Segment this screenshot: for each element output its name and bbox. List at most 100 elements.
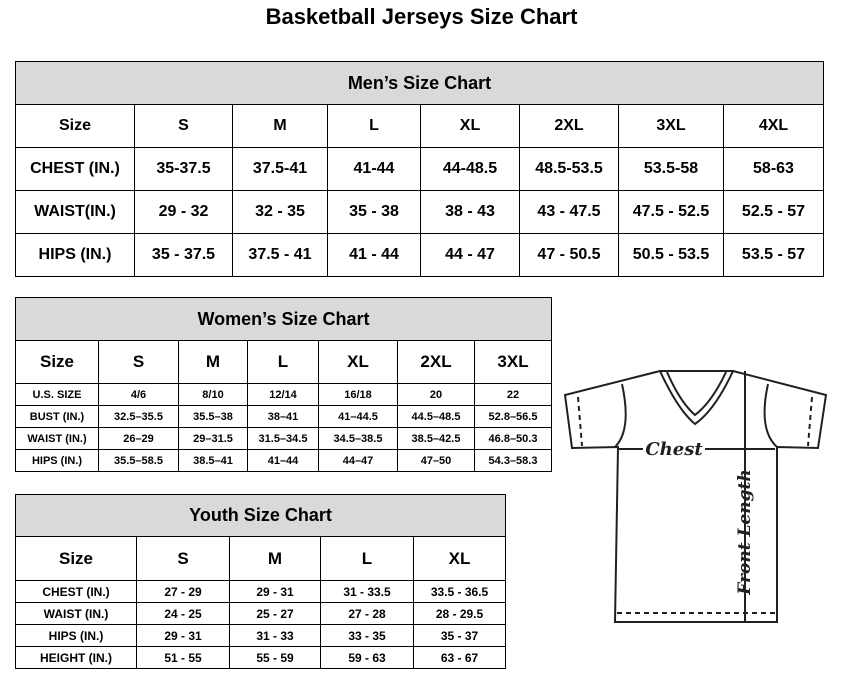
table-cell: 53.5 - 57 — [723, 233, 824, 277]
table-cell: 32.5–35.5 — [98, 405, 179, 428]
table-cell: 35 - 37 — [412, 624, 507, 647]
table-cell: S — [98, 340, 179, 384]
table-cell: 38 - 43 — [420, 190, 520, 234]
youth-caption: Youth Size Chart — [14, 494, 507, 537]
table-cell: 2XL — [519, 104, 619, 148]
table-cell: 43 - 47.5 — [519, 190, 619, 234]
row-label: U.S. SIZE — [15, 383, 99, 406]
row-label: HEIGHT (IN.) — [15, 646, 137, 669]
row-label: WAIST (IN.) — [15, 602, 137, 625]
table-cell: 31 - 33.5 — [320, 580, 414, 603]
womens-caption: Women’s Size Chart — [14, 297, 553, 341]
page-title: Basketball Jerseys Size Chart — [265, 4, 578, 29]
table-cell: 32 - 35 — [232, 190, 328, 234]
table-cell: 33 - 35 — [320, 624, 414, 647]
table-row: HIPS (IN.) 35.5–58.5 38.5–41 41–44 44–47 47–5… — [15, 449, 553, 472]
table-row: HIPS (IN.) 35 - 37.5 37.5 - 41 41 - 44 44 - … — [15, 233, 824, 277]
table-cell: 38.5–41 — [178, 449, 248, 472]
header-row: Size S M L XL — [15, 536, 507, 581]
row-label: CHEST (IN.) — [15, 147, 135, 191]
table-cell: 4/6 — [98, 383, 179, 406]
row-label: CHEST (IN.) — [15, 580, 137, 603]
table-cell: 35 - 37.5 — [134, 233, 233, 277]
table-cell: 28 - 29.5 — [412, 602, 507, 625]
table-cell: XL — [318, 340, 398, 384]
table-cell: 41–44.5 — [318, 405, 398, 428]
table-cell: 41 - 44 — [327, 233, 421, 277]
table-cell: 35 - 38 — [327, 190, 421, 234]
table-cell: 63 - 67 — [412, 646, 507, 669]
table-cell: 37.5 - 41 — [232, 233, 328, 277]
header-row: Size S M L XL 2XL 3XL — [15, 340, 553, 384]
table-cell: M — [178, 340, 248, 384]
table-cell: 38.5–42.5 — [397, 427, 475, 450]
table-cell: 46.8–50.3 — [473, 427, 553, 450]
table-cell: 44.5–48.5 — [397, 405, 475, 428]
table-cell: 25 - 27 — [229, 602, 321, 625]
table-cell: 58-63 — [723, 147, 824, 191]
table-cell: L — [320, 536, 414, 581]
table-cell: 44 - 47 — [420, 233, 520, 277]
youth-size-table: Youth Size Chart Size S M L XL CHEST (IN.) 27 … — [14, 494, 507, 669]
table-cell: 35.5–58.5 — [98, 449, 179, 472]
chest-label: Chest — [645, 439, 703, 460]
table-cell: 50.5 - 53.5 — [618, 233, 724, 277]
table-cell: S — [134, 104, 233, 148]
table-row: CHEST (IN.) 27 - 29 29 - 31 31 - 33.5 33.5 -… — [15, 580, 507, 603]
table-row: U.S. SIZE 4/6 8/10 12/14 16/18 20 22 — [15, 383, 553, 406]
table-cell: 29 - 32 — [134, 190, 233, 234]
table-cell: 27 - 28 — [320, 602, 414, 625]
table-cell: 34.5–38.5 — [318, 427, 398, 450]
table-row: WAIST (IN.) 26–29 29–31.5 31.5–34.5 34.5–38.… — [15, 427, 553, 450]
table-cell: 3XL — [618, 104, 724, 148]
row-label: Size — [15, 104, 135, 148]
table-row: WAIST (IN.) 24 - 25 25 - 27 27 - 28 28 - 29.… — [15, 602, 507, 625]
table-cell: 24 - 25 — [136, 602, 230, 625]
table-cell: 33.5 - 36.5 — [412, 580, 507, 603]
table-cell: 52.8–56.5 — [473, 405, 553, 428]
table-cell: L — [247, 340, 319, 384]
table-cell: 47.5 - 52.5 — [618, 190, 724, 234]
table-cell: 44-48.5 — [420, 147, 520, 191]
table-row: WAIST(IN.) 29 - 32 32 - 35 35 - 38 38 - 43 43… — [15, 190, 824, 234]
row-label: HIPS (IN.) — [15, 233, 135, 277]
shirt-outline — [563, 370, 828, 623]
table-cell: 48.5-53.5 — [519, 147, 619, 191]
table-cell: 29 - 31 — [136, 624, 230, 647]
row-label: HIPS (IN.) — [15, 449, 99, 472]
table-cell: 20 — [397, 383, 475, 406]
row-label: WAIST(IN.) — [15, 190, 135, 234]
table-cell: M — [229, 536, 321, 581]
table-cell: 2XL — [397, 340, 475, 384]
row-label: Size — [15, 536, 137, 581]
jersey-diagram: Chest Front Length — [563, 370, 828, 623]
table-row: CHEST (IN.) 35-37.5 37.5-41 41-44 44-48.5 48.… — [15, 147, 824, 191]
table-cell: 31.5–34.5 — [247, 427, 319, 450]
table-cell: 12/14 — [247, 383, 319, 406]
table-cell: XL — [412, 536, 507, 581]
table-cell: 37.5-41 — [232, 147, 328, 191]
table-cell: M — [232, 104, 328, 148]
table-cell: 27 - 29 — [136, 580, 230, 603]
row-label: BUST (IN.) — [15, 405, 99, 428]
table-cell: S — [136, 536, 230, 581]
table-cell: 52.5 - 57 — [723, 190, 824, 234]
table-row: HIPS (IN.) 29 - 31 31 - 33 33 - 35 35 - 37 — [15, 624, 507, 647]
table-cell: 35-37.5 — [134, 147, 233, 191]
table-cell: 47–50 — [397, 449, 475, 472]
table-cell: 4XL — [723, 104, 824, 148]
womens-size-table: Women’s Size Chart Size S M L XL 2XL 3XL U.S. S… — [14, 297, 553, 472]
table-cell: 55 - 59 — [229, 646, 321, 669]
table-cell: 51 - 55 — [136, 646, 230, 669]
row-label: WAIST (IN.) — [15, 427, 99, 450]
table-cell: 53.5-58 — [618, 147, 724, 191]
table-row: BUST (IN.) 32.5–35.5 35.5–38 38–41 41–44.5 44… — [15, 405, 553, 428]
table-cell: 16/18 — [318, 383, 398, 406]
table-cell: 3XL — [473, 340, 553, 384]
table-cell: 41–44 — [247, 449, 319, 472]
table-row: HEIGHT (IN.) 51 - 55 55 - 59 59 - 63 63 - 67 — [15, 646, 507, 669]
table-cell: 38–41 — [247, 405, 319, 428]
collar — [659, 370, 734, 426]
table-cell: XL — [420, 104, 520, 148]
